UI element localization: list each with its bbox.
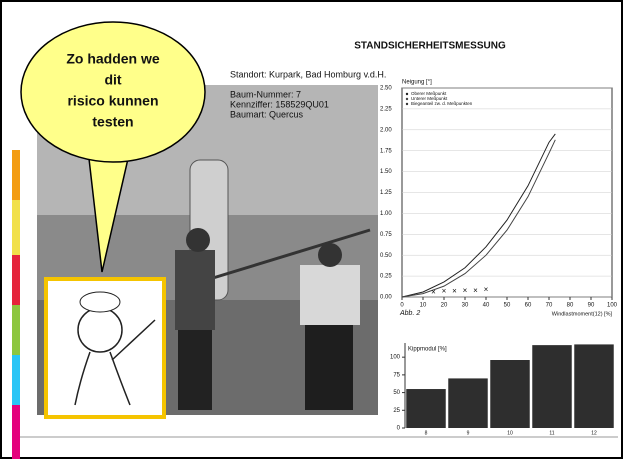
data-marker: ×	[473, 286, 478, 295]
legend-marker	[406, 98, 408, 100]
data-marker: ×	[431, 287, 436, 296]
document-detail: Baum-Nummer: 7	[230, 89, 301, 99]
y-tick-label: 0.75	[380, 232, 392, 238]
y-tick-label: 0.25	[380, 274, 392, 280]
annotation: Abb. 2	[399, 310, 420, 317]
document-title: STANDSICHERHEITSMESSUNG	[354, 41, 506, 52]
legend-marker	[406, 103, 408, 105]
y-tick-label: 0.00	[380, 295, 392, 301]
bubble-text: risico kunnen	[67, 93, 158, 109]
y-tick-label: 2.00	[380, 127, 392, 133]
bubble-text: testen	[92, 114, 133, 130]
y-tick-label: 2.25	[380, 106, 392, 112]
data-marker: ×	[463, 286, 468, 295]
y-tick-label: 25	[393, 408, 400, 414]
x-tick-label: 90	[588, 303, 595, 309]
document-location: Standort: Kurpark, Bad Homburg v.d.H.	[230, 69, 386, 79]
legend-label: Biegeanteil zw. d. Meßpunkten	[411, 101, 473, 106]
x-tick-label: 70	[546, 303, 553, 309]
data-marker: ×	[452, 287, 457, 296]
color-stripe	[12, 150, 20, 459]
bar	[574, 344, 613, 428]
bar	[532, 345, 571, 428]
cartoon-frame	[46, 279, 164, 417]
x-tick-label: 80	[567, 303, 574, 309]
x-tick-label: 12	[591, 430, 597, 436]
x-tick-label: 20	[441, 303, 448, 309]
bubble-text: Zo hadden we	[66, 51, 160, 67]
x-axis-label: Windlastmoment(12) [%]	[552, 311, 613, 317]
data-marker: ×	[484, 285, 489, 294]
bubble-text: dit	[104, 72, 121, 88]
x-tick-label: 50	[504, 303, 511, 309]
x-tick-label: 9	[467, 430, 470, 436]
x-tick-label: 10	[507, 430, 513, 436]
y-tick-label: 1.50	[380, 169, 392, 175]
document-detail: Kennziffer: 158529QU01	[230, 99, 329, 109]
chart-title: Kippmodul [%]	[408, 347, 447, 353]
y-tick-label: 1.25	[380, 190, 392, 196]
y-tick-label: 75	[393, 372, 400, 378]
data-marker: ×	[442, 287, 447, 296]
y-tick-label: 2.50	[380, 86, 392, 92]
slide: STANDSICHERHEITSMESSUNG Standort: Kurpar…	[0, 0, 623, 459]
chart-title: Neigung [°]	[402, 80, 432, 86]
x-tick-label: 100	[607, 303, 618, 309]
y-tick-label: 1.00	[380, 211, 392, 217]
x-tick-label: 60	[525, 303, 532, 309]
bar	[448, 378, 487, 428]
x-tick-label: 10	[420, 303, 427, 309]
x-tick-label: 40	[483, 303, 490, 309]
legend-marker	[406, 93, 408, 95]
bar	[406, 389, 445, 428]
x-tick-label: 8	[425, 430, 428, 436]
y-tick-label: 0.50	[380, 253, 392, 259]
y-tick-label: 50	[393, 390, 400, 396]
y-tick-label: 1.75	[380, 148, 392, 154]
document-detail: Baumart: Quercus	[230, 109, 304, 119]
x-tick-label: 30	[462, 303, 469, 309]
bar	[490, 360, 529, 428]
y-tick-label: 100	[390, 355, 401, 361]
x-tick-label: 11	[549, 430, 554, 436]
